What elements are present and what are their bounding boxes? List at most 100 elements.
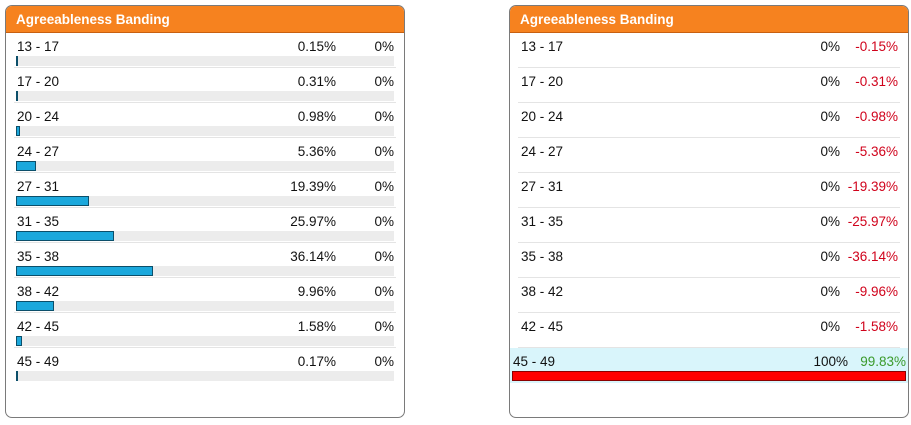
band-value: 0%	[374, 74, 394, 89]
banding-list: 13 - 17 0% -0.15% 17 - 20 0% -0.31% 20 - 24 0…	[510, 33, 908, 383]
banding-row: 24 - 27 5.36% 0%	[14, 138, 396, 173]
band-value: 0%	[820, 144, 840, 159]
band-label: 31 - 35	[17, 214, 60, 229]
bar-track	[16, 126, 394, 136]
band-value: 0%	[374, 249, 394, 264]
band-value: 0%	[820, 109, 840, 124]
banding-row: 35 - 38 0% -36.14%	[518, 243, 900, 278]
banding-row: 20 - 24 0.98% 0%	[14, 103, 396, 138]
panel-title: Agreeableness Banding	[6, 6, 404, 33]
band-label: 35 - 38	[17, 249, 60, 264]
band-label: 27 - 31	[17, 179, 60, 194]
band-difference: -1.58%	[855, 319, 898, 334]
band-difference: -0.31%	[855, 74, 898, 89]
band-value: 0%	[374, 214, 394, 229]
band-value: 0%	[374, 109, 394, 124]
bar-fill	[16, 371, 18, 381]
bar-fill	[16, 266, 153, 276]
bar-fill	[16, 336, 22, 346]
left-banding-panel: Agreeableness Banding 13 - 17 0.15% 0% 17 …	[5, 5, 405, 418]
band-label: 31 - 35	[521, 214, 564, 229]
band-value: 0%	[374, 144, 394, 159]
band-value: 0%	[820, 214, 840, 229]
band-percent: 1.58%	[297, 319, 336, 334]
band-label: 45 - 49	[17, 354, 60, 369]
banding-row: 27 - 31 19.39% 0%	[14, 173, 396, 208]
bar-track	[16, 91, 394, 101]
bar-fill	[16, 126, 20, 136]
band-difference: -0.98%	[855, 109, 898, 124]
band-percent: 19.39%	[290, 179, 336, 194]
band-value: 0%	[374, 319, 394, 334]
bar-track	[16, 336, 394, 346]
bar-fill	[16, 301, 54, 311]
band-label: 38 - 42	[17, 284, 60, 299]
band-label: 17 - 20	[521, 74, 564, 89]
band-difference: -0.15%	[855, 39, 898, 54]
band-label: 35 - 38	[521, 249, 564, 264]
panel-title: Agreeableness Banding	[510, 6, 908, 33]
right-banding-panel: Agreeableness Banding 13 - 17 0% -0.15% 17…	[509, 5, 909, 418]
band-percent: 0.98%	[297, 109, 336, 124]
band-label: 13 - 17	[17, 39, 60, 54]
bar-fill	[16, 231, 115, 241]
banding-row: 31 - 35 25.97% 0%	[14, 208, 396, 243]
bar-fill	[16, 91, 18, 101]
banding-row: 45 - 49 0.17% 0%	[14, 348, 396, 383]
band-value: 0%	[374, 284, 394, 299]
band-value: 0%	[374, 39, 394, 54]
band-value: 0%	[820, 319, 840, 334]
bar-track	[16, 301, 394, 311]
band-label: 24 - 27	[17, 144, 60, 159]
banding-row: 35 - 38 36.14% 0%	[14, 243, 396, 278]
banding-row: 17 - 20 0% -0.31%	[518, 68, 900, 103]
bar-fill	[16, 196, 90, 206]
band-value: 0%	[820, 249, 840, 264]
band-value: 0%	[820, 39, 840, 54]
band-label: 24 - 27	[521, 144, 564, 159]
banding-row: 42 - 45 1.58% 0%	[14, 313, 396, 348]
bar-track	[16, 56, 394, 66]
bar-fill	[16, 56, 18, 66]
band-difference: -36.14%	[847, 249, 898, 264]
band-percent: 9.96%	[297, 284, 336, 299]
banding-row: 27 - 31 0% -19.39%	[518, 173, 900, 208]
banding-row: 13 - 17 0% -0.15%	[518, 33, 900, 68]
band-label: 27 - 31	[521, 179, 564, 194]
band-label: 20 - 24	[521, 109, 564, 124]
banding-row: 31 - 35 0% -25.97%	[518, 208, 900, 243]
band-difference: -25.97%	[847, 214, 898, 229]
band-label: 38 - 42	[521, 284, 564, 299]
band-difference: 99.83%	[860, 354, 906, 369]
bar-track	[16, 196, 394, 206]
band-value: 0%	[374, 179, 394, 194]
banding-row: 38 - 42 9.96% 0%	[14, 278, 396, 313]
band-value: 0%	[820, 284, 840, 299]
band-value: 0%	[820, 74, 840, 89]
bar-track	[16, 161, 394, 171]
banding-row: 20 - 24 0% -0.98%	[518, 103, 900, 138]
band-percent: 5.36%	[297, 144, 336, 159]
banding-row: 24 - 27 0% -5.36%	[518, 138, 900, 173]
band-difference: -5.36%	[855, 144, 898, 159]
band-label: 45 - 49	[513, 354, 556, 369]
bar-fill	[16, 161, 37, 171]
bar-track	[16, 371, 394, 381]
band-percent: 0.17%	[297, 354, 336, 369]
band-label: 42 - 45	[17, 319, 60, 334]
band-difference: -9.96%	[855, 284, 898, 299]
band-value: 0%	[374, 354, 394, 369]
bar-fill	[512, 371, 906, 381]
band-label: 17 - 20	[17, 74, 60, 89]
banding-list: 13 - 17 0.15% 0% 17 - 20 0.31% 0% 20 - 24 0.9…	[6, 33, 404, 383]
band-label: 20 - 24	[17, 109, 60, 124]
band-difference: -19.39%	[847, 179, 898, 194]
band-value: 0%	[820, 179, 840, 194]
band-percent: 0.31%	[297, 74, 336, 89]
band-percent: 25.97%	[290, 214, 336, 229]
band-percent: 36.14%	[290, 249, 336, 264]
band-label: 13 - 17	[521, 39, 564, 54]
band-label: 42 - 45	[521, 319, 564, 334]
bar-track	[512, 371, 906, 381]
band-percent: 0.15%	[297, 39, 336, 54]
